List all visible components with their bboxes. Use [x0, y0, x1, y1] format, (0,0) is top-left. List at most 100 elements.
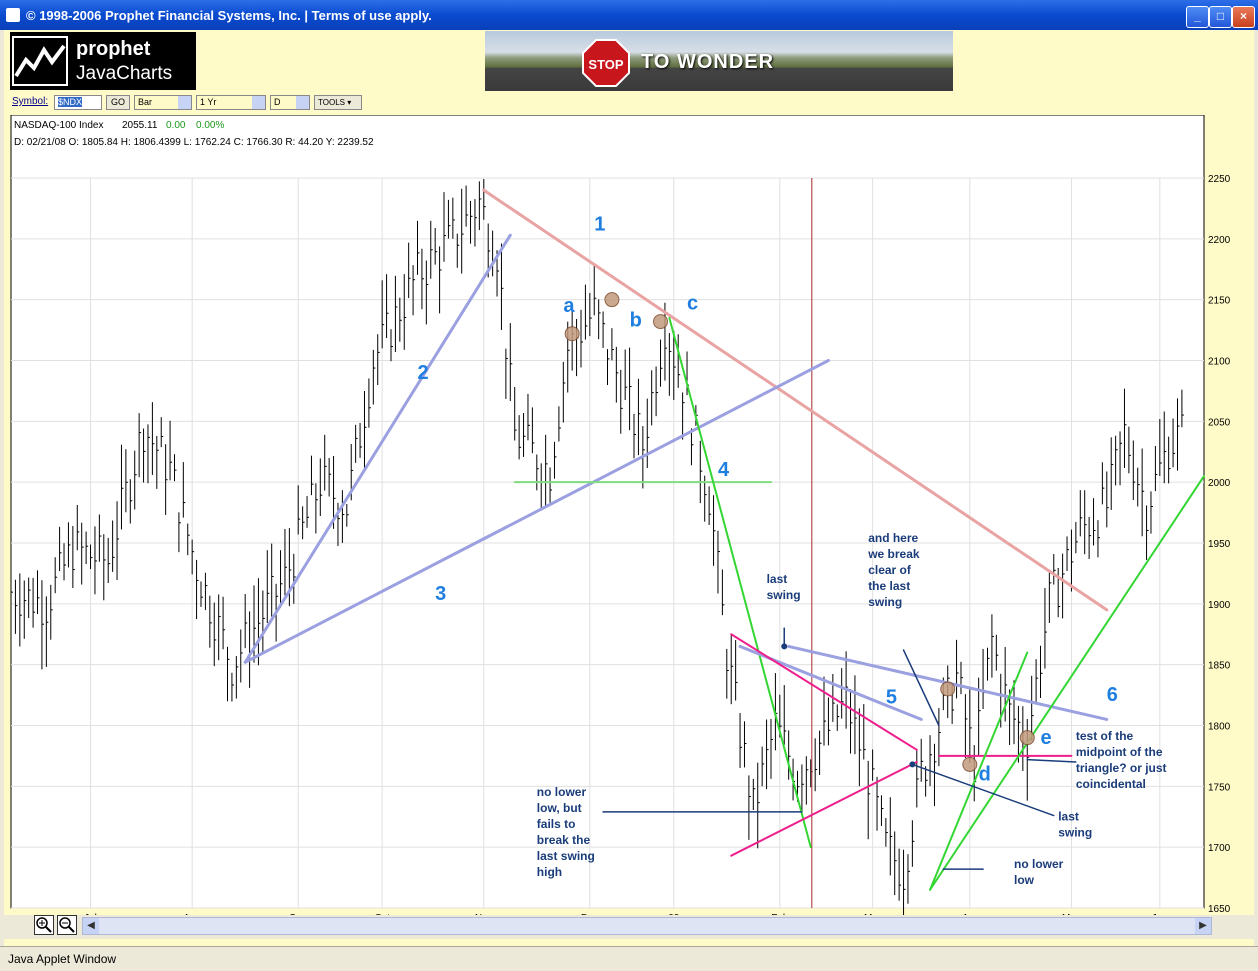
- ad-banner[interactable]: STOP TO WONDER: [485, 31, 953, 91]
- x-tick-label: Sep: [289, 913, 307, 915]
- banner-text: TO WONDER: [641, 51, 775, 73]
- triangle-lower: [730, 761, 918, 857]
- note-last-swing-top: last swing: [767, 572, 801, 602]
- y-tick-label: 1900: [1208, 600, 1231, 611]
- label-b: b: [630, 309, 642, 331]
- stop-sign-text: STOP: [588, 57, 623, 72]
- x-tick-label: Mar: [864, 913, 882, 915]
- pivot-5: [940, 681, 956, 697]
- y-tick-label: 1700: [1208, 843, 1231, 854]
- trendline-2: [243, 233, 512, 664]
- status-bar: Java Applet Window: [0, 946, 1258, 971]
- pivot-b: [604, 292, 620, 308]
- label-4: 4: [718, 459, 730, 481]
- y-tick-label: 1800: [1208, 722, 1231, 733]
- quote-name: NASDAQ-100 Index: [14, 120, 104, 131]
- y-tick-label: 1650: [1208, 904, 1231, 915]
- x-tick-label: Aug: [183, 913, 201, 915]
- pointer-dot-top: [781, 643, 788, 650]
- note-break-clear: and here we break clear of the last swing: [867, 531, 920, 609]
- y-tick-label: 2050: [1208, 417, 1231, 428]
- window-title: © 1998-2006 Prophet Financial Systems, I…: [26, 8, 432, 23]
- y-tick-label: 2100: [1208, 357, 1231, 368]
- y-tick-label: 2200: [1208, 235, 1231, 246]
- price-chart[interactable]: NASDAQ-100 Index 2055.11 0.00 0.00% D: 02/21…: [10, 115, 1254, 915]
- label-d: d: [979, 763, 991, 785]
- trendline-3: [243, 359, 830, 664]
- scroll-bar-area: ◀ ▶: [4, 915, 1254, 939]
- label-5: 5: [886, 687, 897, 709]
- pivot-d: [962, 756, 978, 772]
- prophet-logo: prophet JavaCharts: [10, 32, 196, 90]
- minimize-button[interactable]: _: [1186, 6, 1209, 28]
- label-2: 2: [418, 362, 429, 384]
- triangle-upper: [730, 633, 918, 751]
- go-button[interactable]: GO: [106, 95, 130, 110]
- label-1: 1: [594, 213, 605, 235]
- horizontal-scrollbar[interactable]: ◀ ▶: [82, 917, 1212, 935]
- status-text: Java Applet Window: [8, 952, 117, 966]
- chart-toolbar: Symbol: $NDX GO Bar 1 Yr D TOOLS ▾: [4, 92, 1254, 114]
- trendline-4: [668, 316, 812, 849]
- scroll-right-arrow-icon[interactable]: ▶: [1195, 918, 1211, 934]
- label-e: e: [1041, 727, 1052, 749]
- plot-area: [10, 115, 1205, 909]
- pivot-e: [1019, 730, 1035, 746]
- note-last-swing-bottom: last swing: [1058, 809, 1092, 839]
- period-select[interactable]: 1 Yr: [196, 95, 266, 110]
- close-button[interactable]: ×: [1232, 6, 1255, 28]
- note-no-lower-low-right: no lower low: [1014, 857, 1064, 887]
- pivot-c: [653, 314, 669, 330]
- x-tick-label: 08: [668, 913, 680, 915]
- quote-ohlc: D: 02/21/08 O: 1805.84 H: 1806.4399 L: 1…: [14, 137, 374, 148]
- trendline-d: [929, 651, 1029, 891]
- pointer-dot-bottom: [909, 761, 916, 768]
- y-tick-label: 1950: [1208, 539, 1231, 550]
- quote-change-pct: 0.00%: [196, 120, 224, 131]
- zoom-in-icon[interactable]: [34, 915, 54, 935]
- y-tick-label: 2000: [1208, 478, 1231, 489]
- pointer-last-swing-bottom: [911, 763, 1055, 817]
- chart-type-select[interactable]: Bar: [134, 95, 192, 110]
- pivot-a: [564, 326, 580, 342]
- applet-frame: prophet JavaCharts STOP TO WONDER Symbol…: [4, 30, 1254, 946]
- period-value: 1 Yr: [200, 97, 217, 107]
- x-tick-label: May: [1062, 913, 1081, 915]
- note-test-midpoint: test of the midpoint of the triangle? or j…: [1076, 729, 1167, 791]
- interval-select[interactable]: D: [270, 95, 310, 110]
- x-tick-label: Dec: [581, 913, 599, 915]
- scroll-left-arrow-icon[interactable]: ◀: [83, 918, 99, 934]
- logo-text-javacharts: JavaCharts: [76, 63, 173, 84]
- y-tick-label: 2250: [1208, 174, 1231, 185]
- maximize-button[interactable]: □: [1209, 6, 1232, 28]
- x-tick-label: Jun: [1152, 913, 1168, 915]
- stop-sign-icon: STOP: [582, 39, 630, 87]
- tools-menu-button[interactable]: TOOLS ▾: [314, 95, 362, 110]
- x-tick-label: Jul: [84, 913, 97, 915]
- y-tick-label: 1750: [1208, 782, 1231, 793]
- y-tick-label: 2150: [1208, 296, 1231, 307]
- x-tick-label: Oct: [374, 913, 390, 915]
- app-icon: [6, 8, 20, 22]
- symbol-input-value: $NDX: [58, 97, 83, 107]
- symbol-label[interactable]: Symbol:: [12, 96, 49, 107]
- window-titlebar: © 1998-2006 Prophet Financial Systems, I…: [0, 0, 1258, 30]
- interval-value: D: [274, 97, 281, 107]
- note-no-lower-low-left: no lower low, but fails to break the last sw…: [537, 785, 595, 879]
- y-tick-label: 1850: [1208, 661, 1231, 672]
- quote-change: 0.00: [166, 120, 186, 131]
- logo-text-prophet: prophet: [76, 38, 151, 60]
- chart-area[interactable]: NASDAQ-100 Index 2055.11 0.00 0.00% D: 02/21…: [10, 115, 1254, 945]
- quote-last: 2055.11: [122, 120, 158, 131]
- label-3: 3: [435, 583, 446, 605]
- zoom-out-icon[interactable]: [57, 915, 77, 935]
- pointer-test-midpoint: [1026, 758, 1077, 763]
- trendline-1: [482, 188, 1109, 612]
- trendline-e: [929, 475, 1205, 891]
- label-c: c: [687, 292, 698, 314]
- logo-chart-icon: [12, 36, 68, 86]
- x-tick-label: Apr: [962, 913, 978, 915]
- label-6: 6: [1107, 684, 1118, 706]
- x-tick-label: Nov: [475, 913, 493, 915]
- symbol-input[interactable]: $NDX: [54, 95, 102, 110]
